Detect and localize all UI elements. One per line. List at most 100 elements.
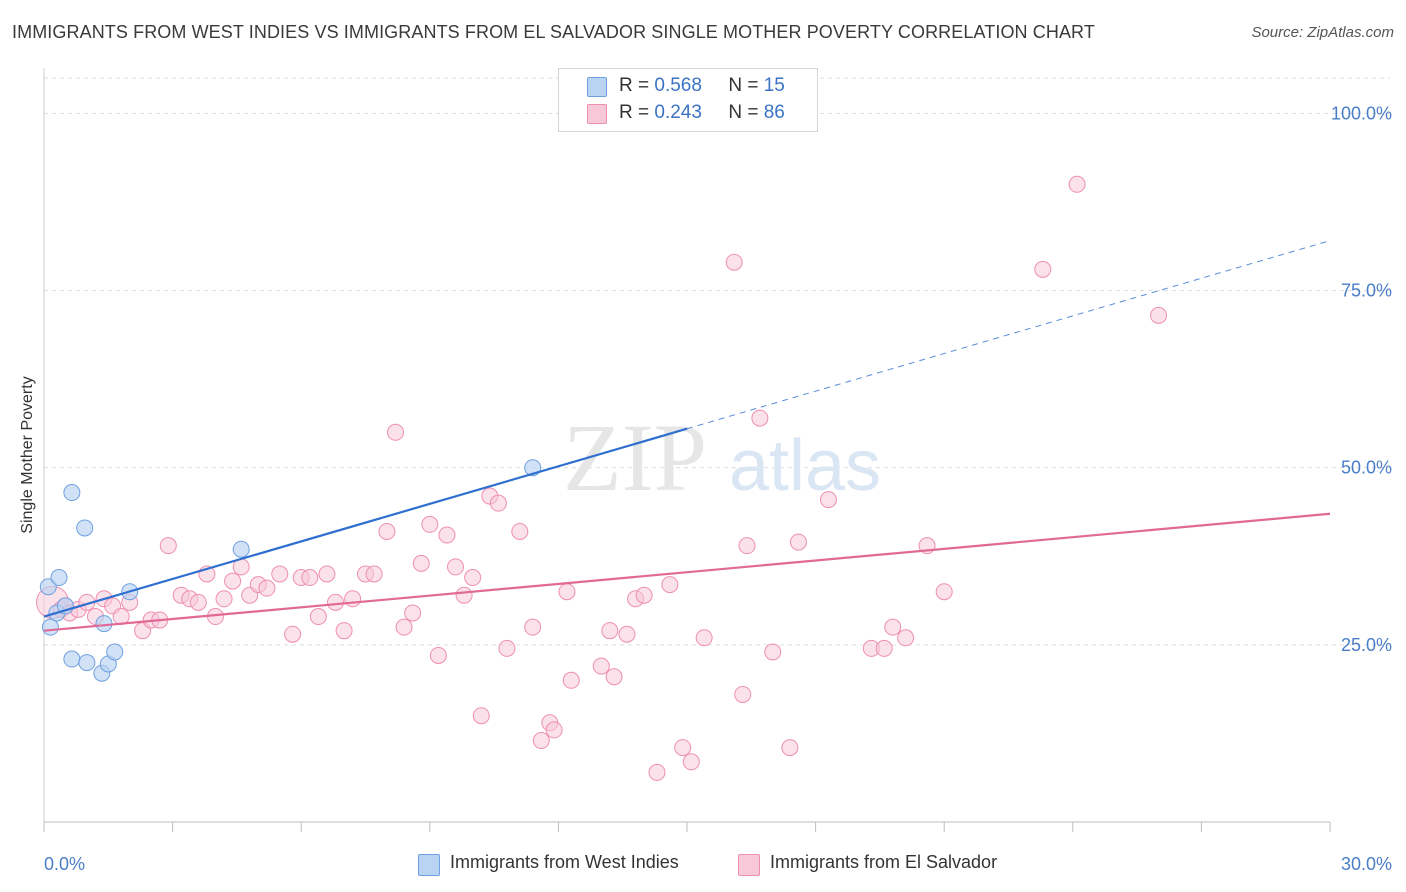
data-point-el-salvador [618,625,636,643]
data-point-el-salvador [159,537,177,555]
data-point-el-salvador [404,604,422,622]
data-point-el-salvador [412,554,430,572]
data-point-el-salvador [395,618,413,636]
data-point-el-salvador [532,732,550,750]
data-point-el-salvador [258,579,276,597]
bottom-legend-label-west-indies: Immigrants from West Indies [450,852,679,872]
data-point-west-indies [39,578,57,596]
data-point-west-indies [78,654,96,672]
watermark-zip: ZIP [563,404,707,511]
data-point-el-salvador [1068,175,1086,193]
data-point-el-salvador [635,586,653,604]
source-credit: Source: ZipAtlas.com [1251,24,1394,41]
x-tick-label: 0.0% [44,854,85,874]
data-point-el-salvador [601,622,619,640]
data-point-el-salvador [447,558,465,576]
data-point-west-indies [76,519,94,537]
data-point-west-indies [63,484,81,502]
data-point-el-salvador [326,593,344,611]
data-point-el-salvador [558,583,576,601]
data-point-el-salvador [344,590,362,608]
data-point-el-salvador [781,739,799,757]
trend-line-west-indies-extrapolated [686,240,1329,430]
data-point-el-salvador [421,515,439,533]
data-point-el-salvador [301,569,319,587]
legend-n-label: N = [728,75,759,96]
legend-r-label: R = [619,102,650,123]
data-point-el-salvador [884,618,902,636]
chart-title: IMMIGRANTS FROM WEST INDIES VS IMMIGRANT… [12,22,1095,42]
legend-n-value: 86 [763,102,785,123]
x-tick-label: 30.0% [1341,854,1392,874]
legend-r-value: 0.243 [654,102,702,123]
data-point-el-salvador [648,763,666,781]
data-point-west-indies [63,650,81,668]
data-point-el-salvador [215,590,233,608]
data-point-el-salvador [545,721,563,739]
data-point-el-salvador [1150,306,1168,324]
data-point-el-salvador [734,685,752,703]
data-point-el-salvador [935,583,953,601]
data-point-el-salvador [819,491,837,509]
data-point-el-salvador [695,629,713,647]
data-point-el-salvador [455,586,473,604]
data-point-el-salvador [318,565,336,583]
trend-lines [43,240,1331,632]
west-indies-points [39,459,542,682]
data-point-west-indies [106,643,124,661]
data-point-el-salvador [472,707,490,725]
data-point-el-salvador [725,253,743,271]
el-salvador-points [36,175,1168,781]
data-point-el-salvador [335,622,353,640]
data-point-el-salvador [511,522,529,540]
y-tick-label: 100.0% [1331,103,1392,123]
data-point-el-salvador [764,643,782,661]
data-point-el-salvador [682,753,700,771]
data-point-el-salvador [224,572,242,590]
data-point-el-salvador [365,565,383,583]
data-point-el-salvador [897,629,915,647]
data-point-el-salvador [438,526,456,544]
data-point-el-salvador [674,739,692,757]
watermark-atlas: atlas [729,426,881,506]
data-point-west-indies [95,615,113,633]
bottom-legend-swatch-pink [738,854,760,876]
legend-r-label: R = [619,75,650,96]
data-point-el-salvador [498,639,516,657]
y-tick-label: 25.0% [1341,635,1392,655]
correlation-legend: R = 0.568 N = 15 R = 0.243 N = 86 [558,68,818,132]
data-point-el-salvador [592,657,610,675]
data-point-el-salvador [661,576,679,594]
data-point-el-salvador [605,668,623,686]
data-point-west-indies [232,540,250,558]
trend-line-west-indies [43,427,688,618]
data-point-el-salvador [751,409,769,427]
y-tick-label: 50.0% [1341,458,1392,478]
data-point-el-salvador [875,639,893,657]
data-point-el-salvador [562,671,580,689]
data-point-el-salvador [464,569,482,587]
trend-line-el-salvador [43,512,1331,632]
legend-swatch-blue [587,77,607,97]
data-point-el-salvador [189,593,207,611]
data-point-el-salvador [1034,260,1052,278]
legend-r-value: 0.568 [654,75,702,96]
data-point-el-salvador [429,646,447,664]
data-point-el-salvador [489,494,507,512]
bottom-legend-swatch-blue [418,854,440,876]
data-point-el-salvador [271,565,289,583]
grid-lines [44,77,1390,646]
y-tick-label: 75.0% [1341,281,1392,301]
data-point-el-salvador [284,625,302,643]
tick-labels: 25.0% 50.0% 75.0% 100.0% 0.0% 30.0% [44,103,1392,874]
data-point-el-salvador [309,608,327,626]
data-point-el-salvador [789,533,807,551]
data-point-west-indies [50,569,68,587]
legend-swatch-pink [587,104,607,124]
legend-n-label: N = [728,102,759,123]
axes [43,68,1331,832]
watermark: ZIP atlas [563,404,881,511]
data-point-west-indies [41,618,59,636]
data-point-el-salvador [738,537,756,555]
